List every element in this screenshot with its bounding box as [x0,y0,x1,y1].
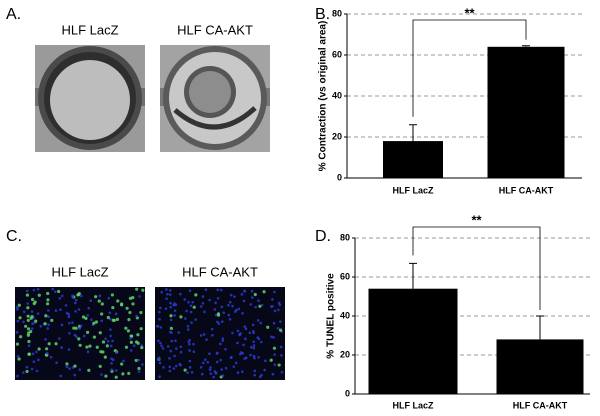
panel-label: C. [6,228,22,245]
significance-bracket [412,19,527,117]
y-tick-label: 0 [345,388,350,398]
significance-bracket [412,226,541,310]
image-label: HLF CA-AKT [182,264,258,279]
image-label: HLF LacZ [61,22,118,37]
annotation: ** [464,5,475,20]
image-label: HLF CA-AKT [177,22,253,37]
bar [383,141,443,178]
y-tick-label: 20 [340,349,350,359]
y-tick-label: 20 [332,131,342,141]
photo [35,45,145,152]
error-bar [409,124,417,142]
panel-label: D. [315,228,331,245]
annotation: ** [471,212,482,227]
y-tick-label: 60 [332,49,342,59]
y-tick-label: 40 [332,90,342,100]
photo [155,287,285,380]
chart: D. % TUNEL positive 0 20 40 60 80 HLF LacZ HLF C… [315,212,590,410]
y-tick-label: 40 [340,310,350,320]
y-tick-label: 60 [340,271,350,281]
y-tick-label: 80 [332,8,342,18]
x-tick-label: HLF CA-AKT [513,400,568,410]
y-tick-label: 80 [340,232,350,242]
error-bar [536,315,544,340]
y-axis-label: % TUNEL positive [326,273,337,359]
image-label: HLF LacZ [51,264,108,279]
bar [368,288,458,394]
panel-label: B. [315,6,330,23]
y-axis-label: % Contraction (vs original area) [318,21,329,172]
x-tick-label: HLF LacZ [392,400,434,410]
photo-cells [15,287,284,379]
x-tick-label: HLF CA-AKT [499,185,554,195]
y-tick-label: 0 [337,172,342,182]
error-bar [409,262,417,289]
x-tick-label: HLF LacZ [392,185,434,195]
panel-label: A. [6,6,21,23]
chart: B.% Contraction (vs original area) 0 20 40 6… [315,5,582,195]
photo [160,45,270,152]
bar [496,339,584,394]
bar [487,46,565,178]
error-bar [522,45,530,47]
